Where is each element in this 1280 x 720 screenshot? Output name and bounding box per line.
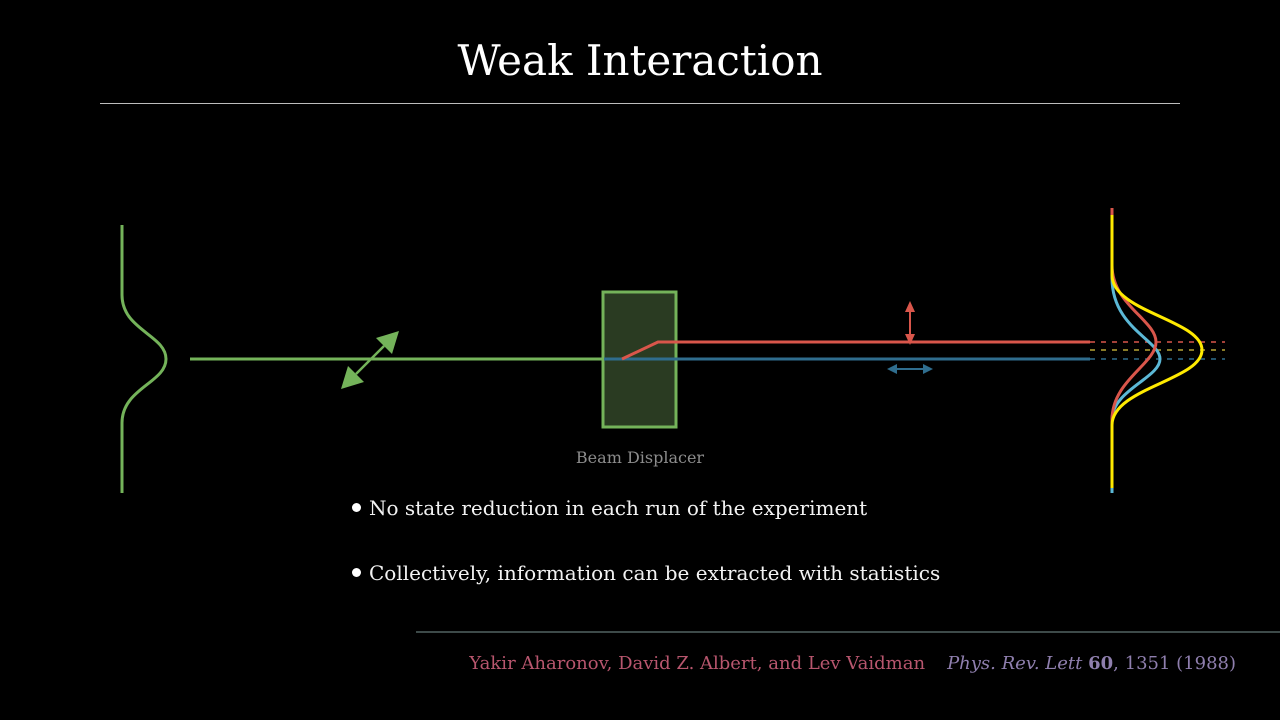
upper-output-beam: [621, 340, 1090, 361]
slide-title: Weak Interaction: [457, 36, 823, 85]
detector-lower-profile: [1110, 230, 1162, 493]
detector-sum-profile: [1110, 215, 1204, 488]
detector-upper-profile: [1110, 208, 1158, 470]
bullet-dot-icon: [352, 503, 361, 512]
vertical-shift-arrow-icon: [905, 301, 915, 345]
bullet-text: Collectively, information can be extract…: [369, 561, 941, 585]
citation-divider: [416, 631, 1280, 633]
beam-displacer-label: Beam Displacer: [576, 448, 705, 467]
citation-pages-year: , 1351 (1988): [1113, 653, 1236, 674]
bullet-dot-icon: [352, 568, 361, 577]
citation-journal: Phys. Rev. Lett: [947, 653, 1083, 674]
bullet-list: No state reduction in each run of the ex…: [352, 494, 940, 624]
bullet-text: No state reduction in each run of the ex…: [369, 496, 868, 520]
horizontal-shift-arrow-icon: [887, 364, 933, 374]
citation: Yakir Aharonov, David Z. Albert, and Lev…: [469, 651, 1236, 677]
citation-journal-ref: Phys. Rev. Lett 60, 1351 (1988): [947, 653, 1236, 674]
citation-volume: 60: [1088, 653, 1114, 674]
title-divider: [100, 103, 1180, 104]
polarization-arrow-icon: [341, 331, 399, 389]
citation-authors: Yakir Aharonov, David Z. Albert, and Lev…: [469, 653, 926, 674]
input-wavepacket-profile: [120, 225, 168, 493]
bullet-item: No state reduction in each run of the ex…: [352, 494, 940, 522]
bullet-item: Collectively, information can be extract…: [352, 559, 940, 587]
